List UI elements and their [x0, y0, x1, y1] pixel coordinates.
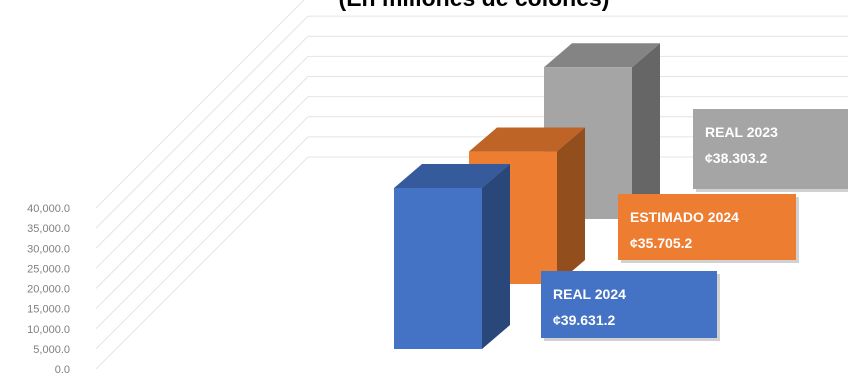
callout-real-2024: REAL 2024 ¢39.631.2 [541, 271, 720, 341]
y-tick-label: 40,000.0 [27, 203, 70, 215]
gridline [96, 56, 308, 268]
callout-value: ¢38.303.2 [705, 150, 767, 166]
callout-real-2023: REAL 2023 ¢38.303.2 [693, 109, 848, 192]
y-tick-label: 25,000.0 [27, 263, 70, 275]
gridline [96, 36, 308, 248]
callout-series-name: REAL 2024 [553, 286, 626, 302]
callout-value: ¢35.705.2 [630, 235, 692, 251]
bar-real-2024 [394, 164, 510, 349]
y-tick-label: 35,000.0 [27, 223, 70, 235]
bar-front [394, 188, 482, 349]
gridline [96, 157, 308, 369]
gridline [96, 0, 308, 208]
y-tick-label: 10,000.0 [27, 324, 70, 336]
callout-box [693, 109, 848, 189]
y-axis-ticks: 0.0 5,000.0 10,000.0 15,000.0 20,000.0 25,000… [27, 203, 70, 376]
y-tick-label: 30,000.0 [27, 243, 70, 255]
callout-series-name: ESTIMADO 2024 [630, 209, 739, 225]
y-tick-label: 5,000.0 [33, 344, 70, 356]
gridline [96, 97, 308, 309]
gridline [96, 77, 308, 289]
y-tick-label: 20,000.0 [27, 284, 70, 296]
chart-title: (En millones de colones) [339, 0, 610, 11]
callout-series-name: REAL 2023 [705, 124, 778, 140]
gridline [96, 117, 308, 329]
y-tick-label: 15,000.0 [27, 304, 70, 316]
bar-side [632, 43, 660, 219]
y-tick-label: 0.0 [55, 364, 70, 376]
callout-value: ¢39.631.2 [553, 312, 615, 328]
callout-estimado-2024: ESTIMADO 2024 ¢35.705.2 [618, 194, 799, 263]
gridline [96, 16, 308, 228]
gridline [96, 137, 308, 349]
bar-side [557, 128, 585, 284]
bar-side [482, 164, 510, 349]
